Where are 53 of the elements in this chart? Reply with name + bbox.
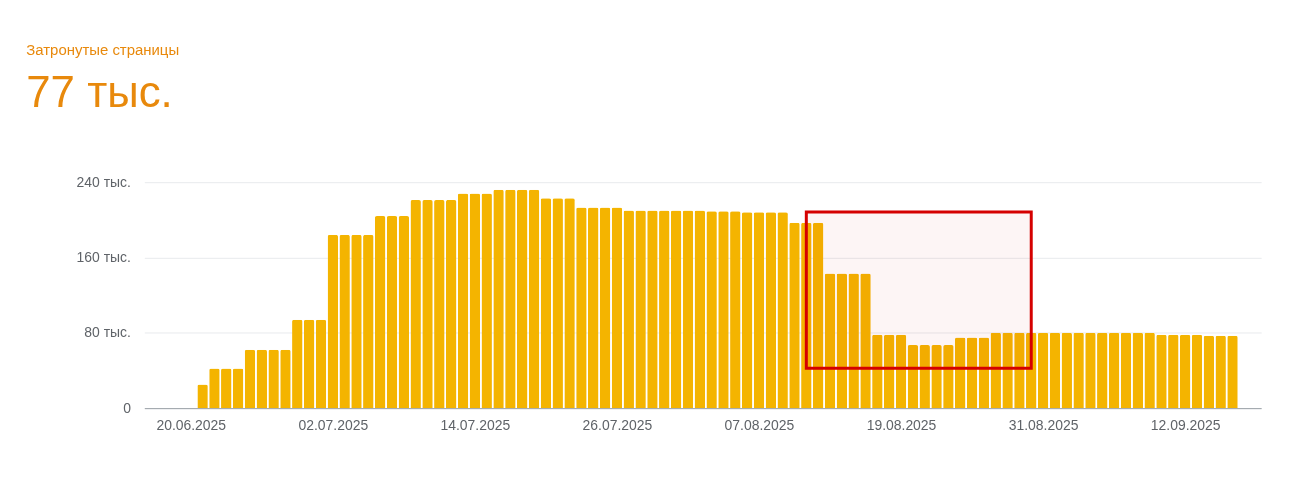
bar xyxy=(315,319,327,409)
bar xyxy=(232,368,244,409)
bar xyxy=(954,337,966,409)
bar xyxy=(540,198,552,409)
bar xyxy=(978,337,990,409)
bar xyxy=(812,222,824,409)
bar xyxy=(445,200,457,409)
chart-subtitle: 77 тыс. xyxy=(26,66,173,116)
bar xyxy=(670,210,682,409)
bar xyxy=(599,207,611,409)
y-tick-label: 80 тыс. xyxy=(84,324,131,341)
bar xyxy=(374,216,386,409)
bar xyxy=(895,334,907,409)
bar xyxy=(836,273,848,409)
bar xyxy=(528,189,540,409)
x-tick-label: 07.08.2025 xyxy=(724,416,795,433)
bar xyxy=(694,210,705,409)
bar xyxy=(966,337,978,409)
bar xyxy=(457,193,469,409)
bar xyxy=(1132,332,1144,409)
y-tick-label: 160 тыс. xyxy=(76,248,131,265)
bar xyxy=(1191,334,1203,409)
y-tick-label: 240 тыс. xyxy=(76,173,131,190)
bar xyxy=(469,193,481,409)
bar xyxy=(824,273,836,409)
y-tick-label: 0 xyxy=(123,399,132,416)
bar xyxy=(244,349,256,409)
bar xyxy=(303,319,315,409)
bar xyxy=(1108,332,1120,409)
bar xyxy=(611,207,623,409)
bar xyxy=(1037,332,1049,409)
bar xyxy=(1203,335,1215,409)
bar xyxy=(398,216,410,409)
chart-title: Затронутые страницы xyxy=(26,40,180,58)
x-tick-label: 12.09.2025 xyxy=(1150,416,1221,433)
bar xyxy=(327,234,339,409)
bar xyxy=(883,334,895,409)
bar xyxy=(741,212,753,409)
bar xyxy=(516,189,528,409)
x-tick-label: 19.08.2025 xyxy=(866,416,937,433)
x-tick-label: 14.07.2025 xyxy=(440,416,511,433)
bar xyxy=(753,212,765,409)
x-tick-label: 31.08.2025 xyxy=(1008,416,1079,433)
bar xyxy=(386,216,398,409)
bar xyxy=(1179,334,1191,409)
bar xyxy=(682,210,694,409)
bar xyxy=(765,212,777,409)
x-tick-label: 02.07.2025 xyxy=(298,416,369,433)
bar xyxy=(1049,332,1061,409)
bar xyxy=(907,345,919,409)
bar xyxy=(1120,332,1132,409)
x-tick-label: 20.06.2025 xyxy=(156,416,227,433)
x-tick-label: 26.07.2025 xyxy=(582,416,653,433)
